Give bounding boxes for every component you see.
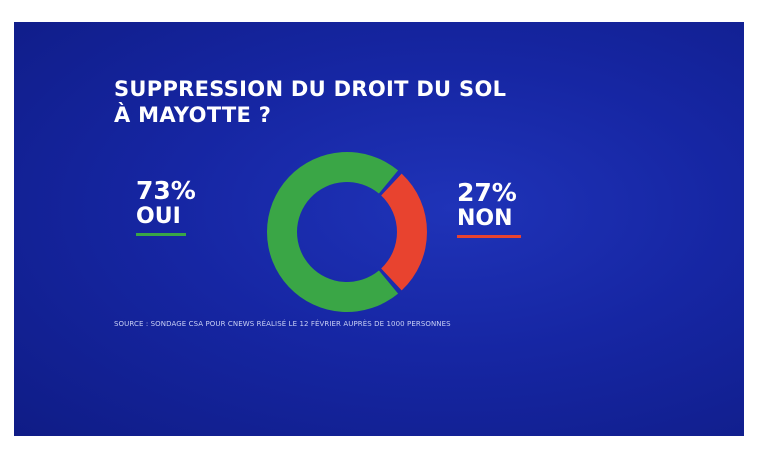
no-label: NON	[457, 206, 513, 231]
yes-underline	[136, 233, 186, 236]
no-percent: 27%	[457, 178, 517, 207]
donut-chart	[267, 152, 427, 312]
no-stat: 27% NON	[457, 179, 521, 238]
chart-title: SUPPRESSION DU DROIT DU SOL À MAYOTTE ?	[114, 76, 506, 128]
source-note: SOURCE : SONDAGE CSA POUR CNEWS RÉALISÉ …	[114, 320, 451, 328]
no-underline	[457, 235, 521, 238]
title-line-2: À MAYOTTE ?	[114, 103, 272, 127]
donut-slice-oui	[267, 152, 399, 312]
title-line-1: SUPPRESSION DU DROIT DU SOL	[114, 77, 507, 101]
donut-slice-non	[381, 173, 427, 291]
chart-panel: SUPPRESSION DU DROIT DU SOL À MAYOTTE ? …	[14, 22, 744, 436]
yes-label: OUI	[136, 204, 181, 229]
yes-percent: 73%	[136, 176, 196, 205]
yes-stat: 73% OUI	[136, 177, 196, 236]
